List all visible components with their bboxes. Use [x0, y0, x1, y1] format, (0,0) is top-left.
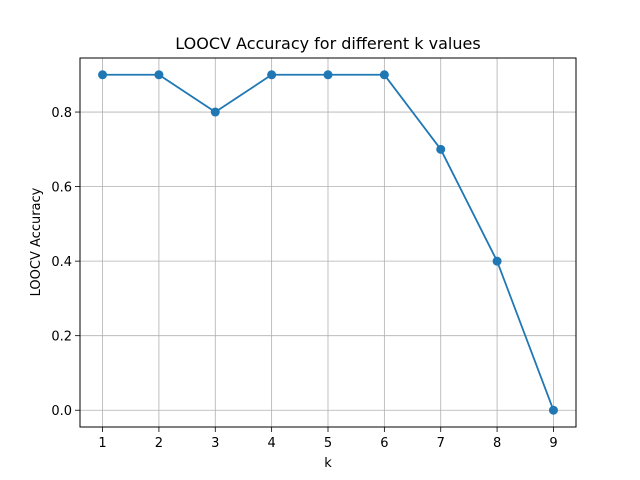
x-tick-label: 8	[493, 436, 501, 451]
data-point	[492, 256, 502, 266]
grid	[80, 58, 576, 427]
y-axis-label: LOOCV Accuracy	[29, 187, 44, 296]
x-tick-label: 3	[211, 436, 219, 451]
data-point	[379, 70, 389, 80]
x-tick-label: 1	[98, 436, 106, 451]
series-layer	[98, 70, 558, 415]
data-point	[267, 70, 277, 80]
chart-title: LOOCV Accuracy for different k values	[175, 34, 480, 53]
y-tick-label: 0.0	[51, 404, 72, 419]
data-point	[436, 144, 446, 154]
y-tick-label: 0.2	[51, 330, 72, 345]
x-axis-label: k	[324, 456, 332, 471]
ticks: 1 2 3 4 5 6 7 8 9 0.0 0.2 0.4 0.6 0.8	[51, 106, 557, 451]
y-tick-label: 0.8	[51, 106, 72, 121]
x-tick-label: 2	[155, 436, 163, 451]
y-tick-label: 0.4	[51, 255, 72, 270]
data-point	[154, 70, 164, 80]
x-tick-label: 9	[549, 436, 557, 451]
x-tick-label: 7	[437, 436, 445, 451]
data-point	[548, 405, 558, 415]
data-point	[210, 107, 220, 117]
x-tick-label: 5	[324, 436, 332, 451]
x-tick-label: 4	[267, 436, 275, 451]
data-point	[98, 70, 108, 80]
data-point	[323, 70, 333, 80]
y-tick-label: 0.6	[51, 181, 72, 196]
x-tick-label: 6	[380, 436, 388, 451]
